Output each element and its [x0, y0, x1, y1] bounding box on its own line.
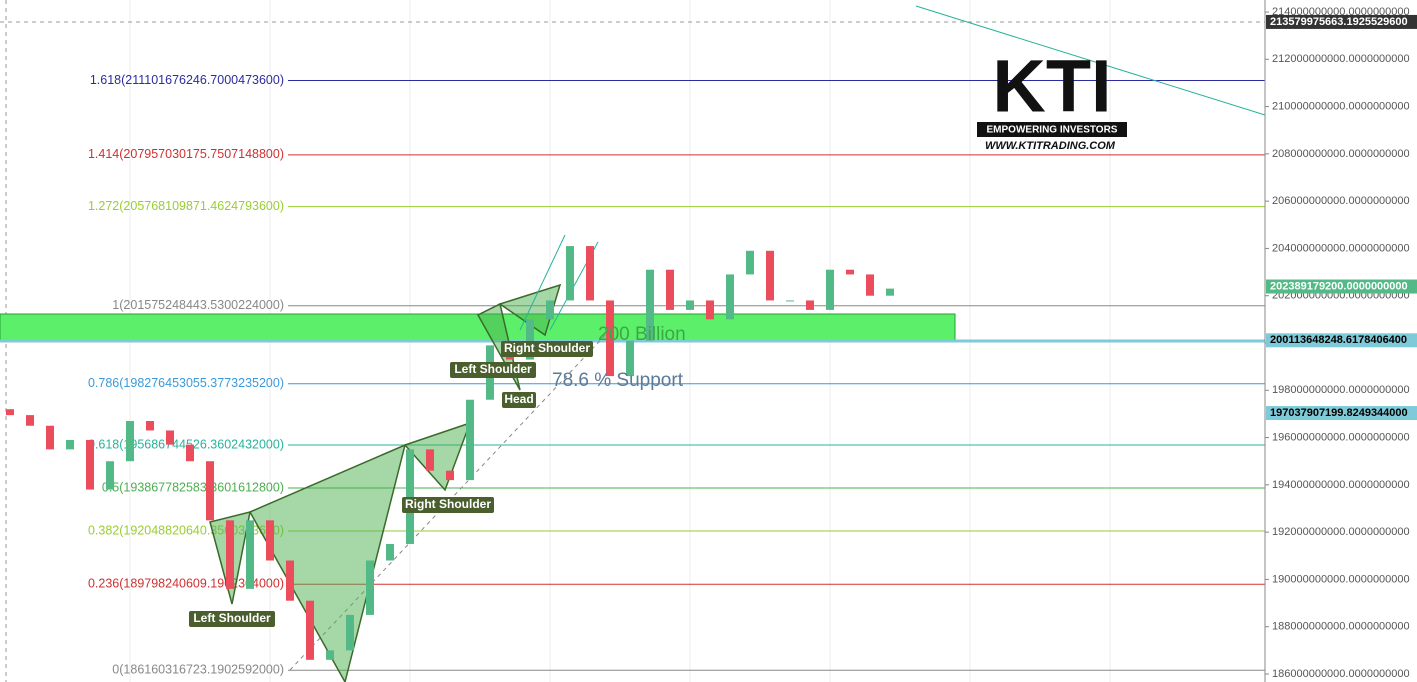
- price-badge-label: 202389179200.0000000000: [1270, 280, 1408, 292]
- pattern-label: Left Shoulder: [454, 362, 532, 376]
- y-tick-label: 206000000000.0000000000: [1272, 195, 1410, 207]
- candle: [726, 274, 734, 320]
- candle: [146, 421, 154, 431]
- candle: [246, 520, 254, 589]
- y-tick-label: 210000000000.0000000000: [1272, 100, 1410, 112]
- candle: [446, 470, 454, 481]
- logo-brand: KTI: [992, 45, 1111, 128]
- fib-label: 0.5(193867782583.3601612800): [102, 480, 284, 494]
- price-badge-label: 213579975663.1925529600: [1270, 16, 1408, 28]
- y-tick-label: 194000000000.0000000000: [1272, 479, 1410, 491]
- y-tick-label: 190000000000.0000000000: [1272, 573, 1410, 585]
- y-tick-label: 208000000000.0000000000: [1272, 148, 1410, 160]
- candle: [306, 600, 314, 660]
- candle: [846, 269, 854, 275]
- candle: [106, 461, 114, 490]
- fib-label: 1.414(207957030175.7507148800): [88, 147, 284, 161]
- fib-label: 1(201575248443.5300224000): [112, 298, 284, 312]
- candle: [806, 300, 814, 310]
- trend-line: [915, 5, 1266, 116]
- y-tick-label: 204000000000.0000000000: [1272, 242, 1410, 254]
- candle: [86, 439, 94, 490]
- candle: [166, 430, 174, 445]
- candle: [786, 300, 794, 302]
- pattern-tag: [501, 341, 593, 357]
- candle: [226, 520, 234, 589]
- candle: [646, 269, 654, 341]
- annotation: 200 Billion: [598, 324, 686, 345]
- candle: [126, 421, 134, 462]
- candle: [66, 439, 74, 450]
- candle: [766, 250, 774, 301]
- price-badge: [1266, 333, 1417, 348]
- logo-url: WWW.KTITRADING.COM: [985, 140, 1116, 152]
- pattern-tag: [402, 497, 494, 513]
- candle: [606, 300, 614, 377]
- candle: [26, 415, 34, 426]
- price-badge: [1266, 14, 1417, 29]
- candle: [386, 543, 394, 561]
- support-zone: [0, 313, 956, 341]
- candle: [686, 300, 694, 310]
- candle: [466, 399, 474, 481]
- fib-label: 1.272(205768109871.4624793600): [88, 199, 284, 213]
- pattern-label: Right Shoulder: [405, 497, 491, 511]
- fib-label: 0.382(192048820640.3500313600): [88, 523, 284, 537]
- candle: [566, 246, 574, 301]
- candle: [426, 449, 434, 471]
- y-tick-label: 192000000000.0000000000: [1272, 526, 1410, 538]
- fib-label: 0.236(189798240609.1902304000): [88, 576, 284, 590]
- y-tick-label: 198000000000.0000000000: [1272, 384, 1410, 396]
- y-tick-label: 196000000000.0000000000: [1272, 431, 1410, 443]
- pattern-label: Right Shoulder: [504, 341, 590, 355]
- annotation: 78.6 % Support: [552, 370, 684, 391]
- candle: [206, 461, 214, 521]
- candle: [266, 520, 274, 561]
- candle: [186, 444, 194, 462]
- candle: [406, 449, 414, 544]
- candle: [46, 425, 54, 450]
- candle: [706, 300, 714, 320]
- candle: [746, 250, 754, 275]
- logo: KTI EMPOWERING INVESTORS WWW.KTITRADING.…: [977, 45, 1127, 152]
- candle: [326, 650, 334, 660]
- pattern-tag: [450, 362, 536, 378]
- candle: [886, 288, 894, 296]
- fib-label: 1.618(211101676246.7000473600): [90, 73, 284, 87]
- candle: [526, 319, 534, 360]
- candle: [6, 409, 14, 416]
- candle: [666, 269, 674, 310]
- fib-label: 0.786(198276453055.3773235200): [88, 376, 284, 390]
- candle: [866, 274, 874, 296]
- price-badge-label: 200113648248.6178406400: [1270, 334, 1407, 346]
- pattern-label: Left Shoulder: [193, 611, 271, 625]
- pattern-label: Head: [504, 392, 533, 406]
- candle: [366, 560, 374, 615]
- candle: [626, 340, 634, 377]
- price-badge: [1266, 406, 1417, 421]
- candle: [346, 614, 354, 651]
- candle: [826, 269, 834, 310]
- pattern-tag: [502, 392, 536, 408]
- fib-label: 0(186160316723.1902592000): [112, 663, 284, 677]
- pattern-tag: [189, 611, 275, 627]
- logo-bar: [977, 122, 1127, 137]
- candle: [546, 300, 554, 320]
- price-badge-label: 197037907199.8249344000: [1270, 407, 1408, 419]
- fib-label: 0.618(195686744526.3602432000): [88, 437, 284, 451]
- y-tick-label: 188000000000.0000000000: [1272, 621, 1410, 633]
- y-tick-label: 186000000000.0000000000: [1272, 668, 1410, 680]
- logo-tagline: EMPOWERING INVESTORS: [987, 125, 1118, 136]
- candle: [286, 560, 294, 601]
- price-badge: [1266, 279, 1417, 294]
- y-tick-label: 212000000000.0000000000: [1272, 53, 1410, 65]
- y-tick-label: 214000000000.0000000000: [1272, 6, 1410, 18]
- candle: [586, 246, 594, 301]
